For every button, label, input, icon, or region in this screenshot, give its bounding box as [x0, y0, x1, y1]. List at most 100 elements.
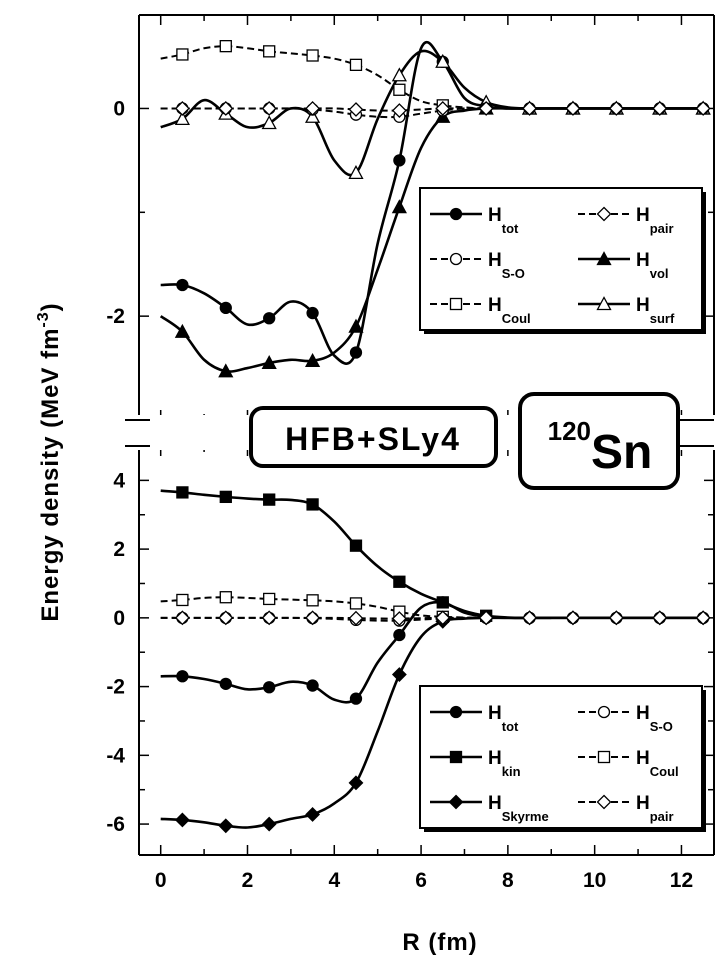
bottom-marker-skyrme — [305, 807, 321, 822]
top-marker-vol — [218, 363, 234, 378]
model-label-text: HFB+SLy4 — [285, 421, 461, 457]
top-marker-pair — [305, 101, 321, 116]
bottom-x-tick-label: 4 — [328, 869, 340, 892]
y-axis-label-exponent: -3 — [35, 311, 52, 327]
bottom-marker-coul — [176, 593, 189, 607]
bottom-marker-coul — [349, 597, 363, 610]
top-marker-tot — [176, 278, 189, 292]
top-marker-pair — [695, 101, 711, 116]
bottom-marker-tot — [393, 628, 406, 642]
bottom-legend-marker-kin — [449, 750, 463, 764]
top-marker-pair — [261, 101, 277, 116]
top-legend-label-vol: Hvol — [636, 250, 669, 281]
top-legend-label-base: H — [636, 250, 650, 271]
top-marker-coul — [219, 40, 232, 53]
bottom-marker-pair — [478, 610, 494, 626]
top-marker-coul — [306, 49, 319, 62]
y-axis-label-close: ) — [37, 302, 64, 311]
bottom-marker-skyrme — [218, 818, 234, 834]
bottom-y-tick-label: 2 — [113, 538, 125, 561]
top-marker-tot — [349, 346, 363, 359]
top-legend-marker-vol — [596, 251, 612, 266]
top-marker-tot — [219, 301, 232, 314]
bottom-y-tick-label: 4 — [113, 469, 125, 492]
top-marker-vol — [304, 352, 321, 367]
model-label-frame — [249, 406, 498, 468]
bottom-legend-label-base: H — [488, 703, 502, 724]
bottom-legend-label-pair: Hpair — [636, 793, 674, 824]
top-marker-pair — [348, 102, 364, 117]
top-marker-tot — [306, 306, 319, 320]
top-legend-label-sub: surf — [650, 311, 675, 326]
y-axis-label-main: Energy density (MeV fm — [37, 328, 64, 622]
top-marker-coul — [349, 58, 363, 71]
bottom-legend-marker-pair — [596, 794, 612, 810]
x-axis-label: R (fm) — [402, 929, 477, 956]
bottom-marker-pair — [565, 610, 581, 626]
top-marker-vol — [174, 323, 190, 338]
nucleus-symbol: Sn — [591, 426, 652, 479]
bottom-marker-pair — [261, 610, 277, 626]
top-marker-pair — [218, 101, 234, 116]
bottom-marker-tot — [349, 692, 363, 705]
bottom-marker-coul — [219, 591, 232, 604]
bottom-legend-label-skyrme: HSkyrme — [488, 793, 549, 824]
top-marker-surf — [174, 110, 190, 125]
top-legend-marker-so — [449, 252, 463, 266]
top-marker-coul — [263, 45, 276, 58]
top-legend-label-base: H — [488, 205, 502, 226]
bottom-x-tick-label: 10 — [583, 869, 606, 892]
top-y-tick-label: -2 — [106, 305, 125, 328]
top-marker-vol — [348, 318, 364, 333]
bottom-legend-marker-coul — [597, 750, 611, 764]
bottom-marker-pair — [608, 610, 624, 626]
bottom-y-tick-label: -2 — [106, 676, 125, 699]
bottom-marker-kin — [176, 486, 189, 499]
top-marker-pair — [652, 101, 668, 116]
bottom-marker-pair — [218, 610, 234, 626]
bottom-legend-label-base: H — [636, 748, 650, 769]
bottom-marker-kin — [306, 498, 319, 511]
y-axis-label: Energy density (MeV fm-3) — [35, 302, 64, 621]
top-marker-tot — [263, 312, 276, 325]
top-legend-label-so: HS-O — [488, 250, 525, 281]
bottom-marker-pair — [522, 610, 537, 626]
top-marker-coul — [176, 48, 189, 61]
nucleus-label-box: 120Sn — [518, 392, 680, 490]
top-legend-label-sub: vol — [650, 266, 669, 281]
bottom-panel: 0 2 4 6 8 10 12-6-4-2024HtotHS-OHkinHCoulHSkyr… — [106, 445, 715, 892]
bottom-legend-label-coul: HCoul — [636, 748, 679, 779]
bottom-legend-label-base: H — [488, 748, 502, 769]
top-y-tick-label: 0 — [113, 97, 125, 120]
bottom-marker-coul — [263, 592, 276, 606]
bottom-marker-pair — [174, 610, 190, 626]
bottom-x-tick-label: 0 — [155, 869, 167, 892]
top-legend-label-sub: tot — [502, 221, 519, 236]
top-marker-tot — [393, 154, 406, 167]
bottom-legend-marker-so — [597, 705, 611, 719]
bottom-marker-pair — [305, 610, 321, 626]
top-marker-surf — [348, 164, 364, 179]
bottom-marker-tot — [219, 677, 232, 690]
bottom-legend-label-sub: kin — [502, 764, 521, 779]
bottom-legend-label-base: H — [636, 793, 650, 814]
top-legend-label-sub: Coul — [502, 311, 531, 326]
top-marker-surf — [304, 108, 321, 123]
top-legend-marker-surf — [596, 296, 612, 311]
bottom-legend-label-sub: S-O — [650, 719, 673, 734]
nucleus-label-text: 120Sn — [548, 416, 653, 479]
top-legend-frame — [419, 187, 703, 331]
bottom-legend-label-kin: Hkin — [488, 748, 521, 779]
top-marker-coul — [393, 83, 406, 96]
bottom-y-tick-label: 0 — [113, 607, 125, 630]
bottom-marker-tot — [263, 681, 276, 694]
bottom-legend-label-sub: Coul — [650, 764, 679, 779]
bottom-legend-label-base: H — [636, 703, 650, 724]
bottom-marker-pair — [348, 610, 364, 626]
bottom-marker-tot — [306, 679, 319, 692]
top-marker-vol — [261, 355, 277, 370]
top-legend-marker-coul — [449, 297, 463, 311]
